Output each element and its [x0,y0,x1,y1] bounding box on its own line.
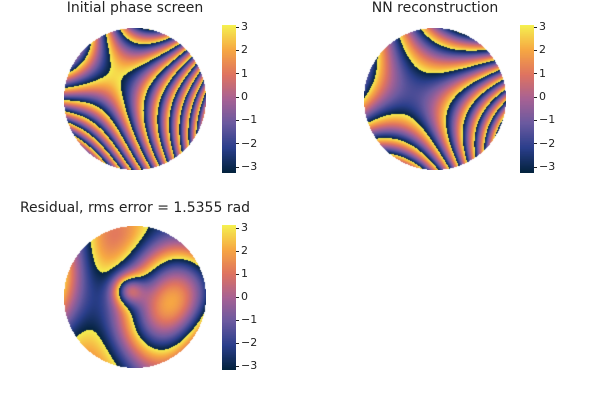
colorbar-tick-label: 2 [236,244,248,258]
colorbar [520,25,534,173]
colorbar-tick-label: 1 [534,67,546,81]
phase-map-residual [64,226,206,368]
panel-nn-reconstruction: NN reconstruction 3 2 1 0 −1 −2 −3 [300,0,600,200]
colorbar [222,225,236,370]
phase-map-initial [64,28,206,170]
colorbar-tick-label: −2 [236,336,257,350]
panel-residual: Residual, rms error = 1.5355 rad 3 2 1 0… [0,200,300,400]
colorbar-tick-label: −3 [534,160,555,174]
panel-title: Initial phase screen [66,0,204,16]
colorbar-tick-label: −1 [534,113,555,127]
colorbar-tick-label: 2 [236,43,248,57]
colorbar-tick-label: −2 [236,137,257,151]
colorbar-tick-label: 3 [236,221,248,235]
colorbar [222,25,236,173]
panel-title: Residual, rms error = 1.5355 rad [19,200,251,216]
colorbar-tick-label: −3 [236,160,257,174]
colorbar-tick-label: 3 [534,20,546,34]
colorbar-tick-label: 3 [236,20,248,34]
phase-map-nn [364,28,506,170]
panel-title: NN reconstruction [371,0,499,16]
colorbar-tick-label: −1 [236,113,257,127]
colorbar-tick-label: −1 [236,313,257,327]
colorbar-tick-label: −2 [534,137,555,151]
colorbar-tick-label: 2 [534,43,546,57]
colorbar-tick-label: −3 [236,359,257,373]
colorbar-tick-label: 1 [236,267,248,281]
panel-initial-phase: Initial phase screen 3 2 1 0 −1 −2 −3 [0,0,300,200]
colorbar-tick-label: 1 [236,67,248,81]
colorbar-tick-label: 0 [236,290,248,304]
colorbar-tick-label: 0 [236,90,248,104]
colorbar-tick-label: 0 [534,90,546,104]
